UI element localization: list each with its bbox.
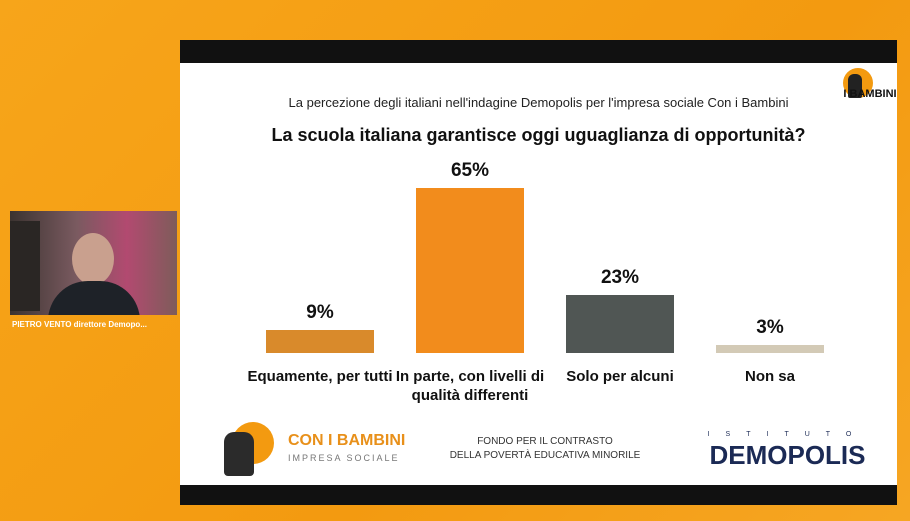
person-head xyxy=(72,233,114,285)
chart-title: La scuola italiana garantisce oggi uguag… xyxy=(271,125,806,145)
top-logo-figure xyxy=(848,74,862,98)
fund-line-2: DELLA POVERTÀ EDUCATIVA MINORILE xyxy=(449,450,641,461)
top-logo-text: I BAMBINI xyxy=(843,88,897,100)
video-tile xyxy=(10,211,177,315)
institute-small: ISTITUTO xyxy=(707,431,868,438)
slide-bottom-bar xyxy=(180,485,897,505)
value-label: 65% xyxy=(450,160,490,181)
brand-logo-figure xyxy=(224,432,254,476)
speaker-label: PIETRO VENTO direttore Demopo... xyxy=(12,320,147,329)
category-label: In parte, con livelli di qualità differe… xyxy=(395,368,545,404)
brand-name: CON I BAMBINI xyxy=(288,432,406,449)
fund-line-1: FONDO PER IL CONTRASTO xyxy=(477,436,613,447)
value-label: 9% xyxy=(306,302,334,324)
slide-top-bar xyxy=(180,40,897,63)
category-label: Non sa xyxy=(744,368,795,385)
value-label: 3% xyxy=(756,317,784,339)
shelf xyxy=(10,221,40,311)
bar xyxy=(716,345,824,353)
category-label: Equamente, per tutti xyxy=(247,368,393,385)
brand-subtitle: IMPRESA SOCIALE xyxy=(288,453,400,463)
plot-area: 9% Equamente, per tutti 65% In parte, con l… xyxy=(180,40,897,485)
institute-name: DEMOPOLIS xyxy=(709,440,866,470)
chart-subtitle: La percezione degli italiani nell'indagi… xyxy=(288,95,789,110)
bar xyxy=(266,330,374,353)
bar xyxy=(566,294,674,353)
category-label: Solo per alcuni xyxy=(566,368,674,385)
value-label: 23% xyxy=(600,266,640,288)
bar xyxy=(416,188,524,353)
slide: I BAMBINI La percezione degli italiani n… xyxy=(180,40,897,505)
